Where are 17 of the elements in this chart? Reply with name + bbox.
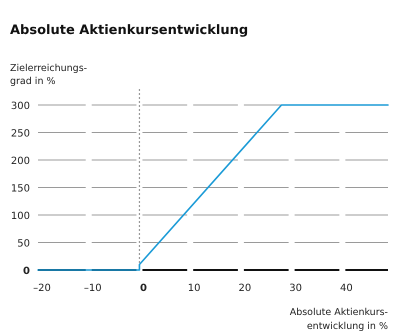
chart-title: Absolute Aktienkursentwicklung	[10, 23, 248, 38]
y-tick-label: 300	[10, 101, 30, 112]
x-tick-label: 0	[140, 283, 147, 294]
x-tick-label: –10	[84, 283, 102, 294]
y-tick-label: 250	[10, 128, 30, 140]
y-axis-title: Zielerreichungs- grad in %	[10, 63, 88, 87]
y-tick-label: 200	[10, 156, 30, 167]
x-tick-label: 10	[188, 283, 201, 294]
x-axis-title: Absolute Aktienkurs- entwicklung in %	[290, 307, 388, 332]
y-tick-label: 50	[17, 238, 30, 250]
y-tick-label: 150	[10, 184, 30, 194]
x-tick-label: 40	[340, 283, 353, 294]
x-tick-label: –20	[33, 283, 51, 294]
x-tick-label: 30	[289, 283, 302, 294]
y-tick-label: 0	[23, 266, 30, 277]
y-tick-label: 100	[10, 211, 30, 222]
x-tick-label: 20	[238, 283, 252, 294]
